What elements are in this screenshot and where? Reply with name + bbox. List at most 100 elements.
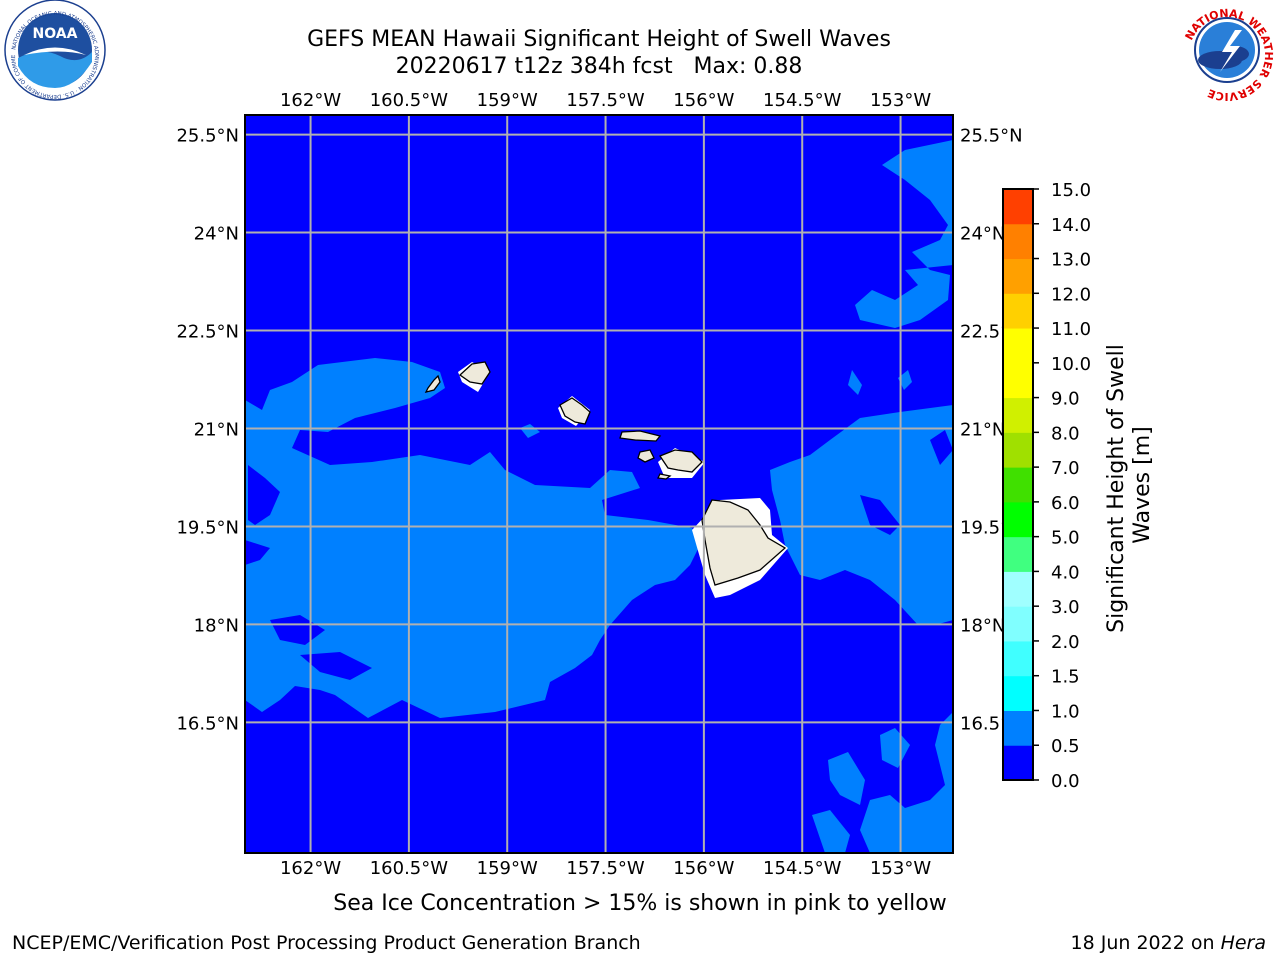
colorbar-segment xyxy=(1003,467,1033,503)
lat-tick-label-right: 18°N xyxy=(960,615,1005,636)
swell-band-gap xyxy=(930,430,953,465)
colorbar-segment xyxy=(1003,606,1033,642)
colorbar-segment xyxy=(1003,293,1033,329)
colorbar-tick-label: 9.0 xyxy=(1051,389,1080,410)
credit-text: NCEP/EMC/Verification Post Processing Pr… xyxy=(12,932,641,954)
lon-tick-label-top: 156°W xyxy=(673,90,734,111)
lat-tick-label-left: 24°N xyxy=(194,224,239,245)
lat-tick-label-left: 22.5°N xyxy=(176,322,239,343)
lon-tick-label-top: 160.5°W xyxy=(370,90,449,111)
map-frame xyxy=(244,114,954,854)
swell-patch xyxy=(880,728,910,768)
island-hawaii xyxy=(701,499,787,586)
swell-patch xyxy=(812,810,850,853)
nws-logo-icon: NATIONAL WEATHER SERVICE xyxy=(1179,2,1275,103)
lat-tick-label-right: 25.5°N xyxy=(960,126,1023,147)
colorbar-tick-label: 15.0 xyxy=(1051,180,1091,201)
colorbar-tick-label: 1.0 xyxy=(1051,701,1080,722)
colorbar-segment xyxy=(1003,745,1033,781)
colorbar-label: Significant Height of Swell Waves [m] xyxy=(1104,337,1155,633)
lon-tick-label-top: 153°W xyxy=(870,90,931,111)
map-panel: 162°W 162°W 160.5°W 160.5°W 159°W 159°W 157.5°… xyxy=(176,90,1022,879)
lat-tick-label-left: 19.5°N xyxy=(176,517,239,538)
colorbar-segment xyxy=(1003,640,1033,677)
lat-tick-label-left: 25.5°N xyxy=(176,126,239,147)
gridlines xyxy=(245,115,953,853)
colorbar-segment xyxy=(1003,571,1033,607)
lon-tick-label-bottom: 157.5°W xyxy=(566,858,645,879)
date-text: 18 Jun 2022 on xyxy=(1070,932,1221,954)
colorbar-tick-label: 4.0 xyxy=(1051,562,1080,583)
chart-title: GEFS MEAN Hawaii Significant Height of S… xyxy=(307,27,891,52)
colorbar-tick-label: 10.0 xyxy=(1051,354,1091,375)
swell-band-gap xyxy=(245,540,270,565)
lon-tick-label-top: 154.5°W xyxy=(763,90,842,111)
colorbar-tick-label: 3.0 xyxy=(1051,597,1080,618)
colorbar-tick-label: 7.0 xyxy=(1051,458,1080,479)
lon-tick-label-top: 162°W xyxy=(280,90,341,111)
lat-tick-label-left: 16.5°N xyxy=(176,713,239,734)
colorbar-tick-label: 5.0 xyxy=(1051,528,1080,549)
lat-tick-label-left: 21°N xyxy=(194,419,239,440)
colorbar-tick-label: 1.5 xyxy=(1051,667,1080,688)
colorbar-segment xyxy=(1003,432,1033,468)
date-stamp: 18 Jun 2022 on Hera xyxy=(1071,932,1266,954)
colorbar-segment xyxy=(1003,536,1033,572)
lat-tick-label-right: 21°N xyxy=(960,419,1005,440)
colorbar-tick-label: 13.0 xyxy=(1051,250,1091,271)
island-lanai xyxy=(637,449,655,463)
swell-band-gap xyxy=(248,465,280,525)
swell-band-east xyxy=(770,405,953,625)
svg-text:NOAA: NOAA xyxy=(33,26,78,42)
colorbar-segment xyxy=(1003,258,1033,294)
host-text: Hera xyxy=(1220,932,1266,954)
colorbar-tick-label: 14.0 xyxy=(1051,215,1091,236)
colorbar-tick-label: 12.0 xyxy=(1051,284,1091,305)
colorbar-segment xyxy=(1003,362,1033,399)
lat-tick-label-left: 18°N xyxy=(194,615,239,636)
colorbar-tick-label: 6.0 xyxy=(1051,493,1080,514)
lon-tick-label-top: 157.5°W xyxy=(566,90,645,111)
colorbar-segment xyxy=(1003,328,1033,364)
colorbar-tick-label: 0.5 xyxy=(1051,736,1080,757)
swell-band-gap xyxy=(300,652,372,680)
noaa-logo-icon: NOAA NATIONAL OCEANIC AND ATMOSPHERIC AD… xyxy=(0,0,106,101)
swell-patch xyxy=(848,370,862,395)
colorbar-segment xyxy=(1003,710,1033,746)
colorbar-segment xyxy=(1003,189,1033,225)
colorbar-tick-label: 0.0 xyxy=(1051,771,1080,792)
colorbar-segment xyxy=(1003,501,1033,538)
swell-band-gap xyxy=(860,495,900,535)
lon-tick-label-bottom: 162°W xyxy=(280,858,341,879)
lon-tick-label-top: 159°W xyxy=(477,90,538,111)
colorbar-frame xyxy=(1002,188,1034,781)
colorbar-tick-label: 8.0 xyxy=(1051,423,1080,444)
island-oahu xyxy=(559,397,591,425)
island-kauai xyxy=(458,361,491,385)
swell-patch xyxy=(828,752,865,805)
island-maui xyxy=(659,449,703,473)
hawaiian-islands xyxy=(424,361,787,586)
lon-tick-label-bottom: 159°W xyxy=(477,858,538,879)
island-niihau xyxy=(424,374,441,393)
island-molokai xyxy=(619,430,662,442)
swell-band-southeast xyxy=(860,712,953,853)
lat-tick-label-right: 24°N xyxy=(960,224,1005,245)
chart-subtitle: 20220617 t12z 384h fcst Max: 0.88 xyxy=(395,54,803,79)
colorbar-tick-label: 11.0 xyxy=(1051,319,1091,340)
colorbar: 0.0 0.5 1.0 1.5 2.0 3.0 4.0 5.0 6.0 7.0 8.0 9.0 10.0… xyxy=(1002,180,1091,792)
colorbar-segment xyxy=(1003,223,1033,260)
sea-ice-caption: Sea Ice Concentration > 15% is shown in … xyxy=(333,891,947,916)
swell-band-northeast xyxy=(855,140,953,328)
lon-tick-label-bottom: 156°W xyxy=(673,858,734,879)
lon-tick-label-bottom: 160.5°W xyxy=(370,858,449,879)
colorbar-segment xyxy=(1003,675,1033,711)
island-kahoolawe xyxy=(657,473,672,480)
colorbar-segment xyxy=(1003,397,1033,433)
lon-tick-label-bottom: 154.5°W xyxy=(763,858,842,879)
lon-tick-label-bottom: 153°W xyxy=(870,858,931,879)
tick-labels: 162°W 162°W 160.5°W 160.5°W 159°W 159°W 157.5°… xyxy=(176,90,1022,879)
colorbar-tick-label: 2.0 xyxy=(1051,632,1080,653)
swell-band-main xyxy=(245,358,700,718)
